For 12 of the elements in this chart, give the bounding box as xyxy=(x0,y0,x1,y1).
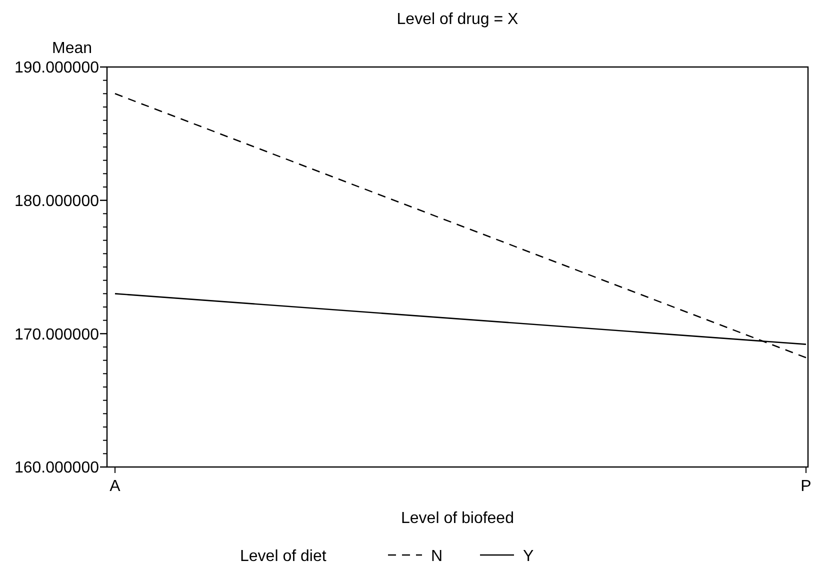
x-axis-title: Level of biofeed xyxy=(401,510,514,527)
x-tick-label: A xyxy=(110,478,121,495)
y-tick-label: 190.000000 xyxy=(14,60,100,77)
legend-label: Y xyxy=(523,548,534,565)
x-tick-label: P xyxy=(800,478,812,495)
y-tick-label: 170.000000 xyxy=(14,326,100,344)
y-tick-label: 160.000000 xyxy=(14,460,100,477)
legend-title: Level of diet xyxy=(240,548,327,565)
y-axis-title: Mean xyxy=(52,40,92,57)
legend-label: N xyxy=(431,548,443,565)
y-tick-label: 180.000000 xyxy=(14,192,100,210)
chart-title: Level of drug = X xyxy=(396,11,519,28)
